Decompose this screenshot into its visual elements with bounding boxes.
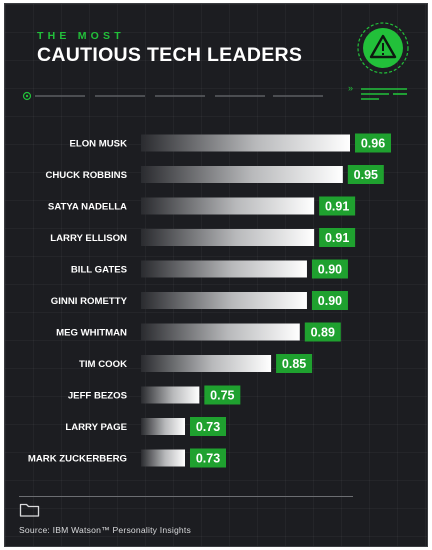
category-label: SATYA NADELLA (48, 202, 127, 213)
bar (141, 134, 350, 152)
svg-text:»: » (348, 84, 353, 93)
bar-chart: ELON MUSK 0.96 CHUCK ROBBINS 0.95 SATYA NADE… (28, 133, 391, 468)
value-label: 0.73 (196, 420, 220, 434)
bar (141, 386, 200, 404)
bar (141, 197, 315, 215)
value-label-box (276, 354, 313, 373)
bar (141, 292, 307, 309)
bar (141, 229, 315, 246)
category-label: LARRY ELLISON (50, 233, 127, 244)
value-label-box (304, 322, 341, 342)
category-label: TIM COOK (79, 359, 127, 370)
bar (141, 323, 300, 341)
bar (141, 449, 185, 467)
value-label-box (311, 259, 348, 279)
warning-triangle-icon (357, 22, 409, 74)
page-title: CAUTIOUS TECH LEADERS (37, 44, 303, 66)
bar (141, 355, 272, 372)
category-label: GINNI ROMETTY (51, 296, 128, 307)
value-label-box (347, 165, 384, 184)
value-label: 0.90 (318, 294, 342, 308)
kicker-text: THE MOST (37, 30, 125, 42)
category-label: JEFF BEZOS (68, 391, 128, 402)
bar (141, 166, 343, 183)
value-label: 0.91 (325, 200, 349, 214)
value-label: 0.85 (282, 357, 306, 371)
value-label-box (319, 228, 356, 247)
category-label: MEG WHITMAN (56, 328, 127, 339)
category-label: ELON MUSK (69, 139, 127, 150)
bar (141, 418, 185, 435)
value-label: 0.75 (210, 389, 234, 403)
infographic-frame: THE MOST CAUTIOUS TECH LEADERS » ELON MU… (4, 3, 428, 547)
category-label: MARK ZUCKERBERG (28, 454, 127, 465)
value-label-box (190, 417, 226, 436)
value-label: 0.91 (325, 231, 349, 245)
category-label: LARRY PAGE (65, 422, 127, 433)
footer-divider (19, 496, 353, 497)
value-label: 0.73 (196, 452, 220, 466)
folder-icon (19, 503, 40, 517)
value-label-box (311, 291, 348, 310)
header-decoration: » (22, 84, 407, 101)
value-label-box (319, 196, 356, 216)
value-label-box (204, 385, 241, 405)
value-label-box (190, 448, 226, 468)
source-note: Source: IBM Watson™ Personality Insights (19, 525, 191, 535)
category-label: BILL GATES (71, 265, 128, 276)
category-label: CHUCK ROBBINS (45, 170, 127, 181)
bar (141, 260, 307, 278)
value-label: 0.89 (311, 326, 335, 340)
value-label: 0.96 (361, 137, 385, 151)
value-label: 0.90 (318, 263, 342, 277)
value-label-box (355, 133, 391, 153)
value-label: 0.95 (354, 168, 378, 182)
